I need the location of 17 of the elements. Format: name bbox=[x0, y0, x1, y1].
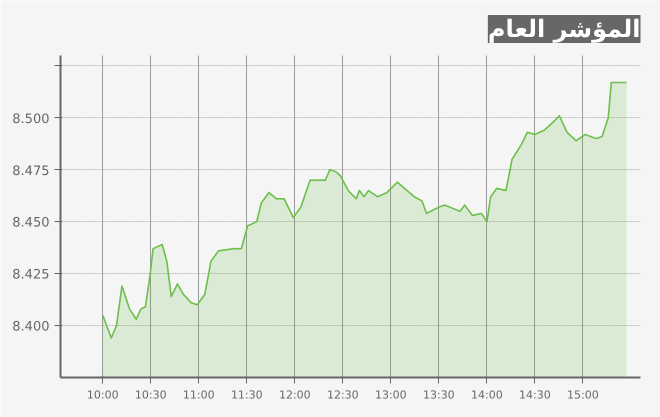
chart-title: المؤشر العام bbox=[488, 15, 641, 43]
x-tick-label: 10:30 bbox=[134, 388, 167, 402]
x-tick-label: 11:00 bbox=[182, 388, 215, 402]
y-tick-label: 8.450 bbox=[12, 216, 50, 231]
x-tick-label: 15:00 bbox=[567, 388, 599, 402]
y-tick-label: 8.500 bbox=[12, 112, 50, 127]
x-tick-label: 13:00 bbox=[374, 388, 407, 402]
y-tick-label: 8.425 bbox=[12, 268, 50, 283]
x-tick-label: 12:00 bbox=[278, 388, 311, 402]
x-tick-label: 14:00 bbox=[471, 388, 503, 402]
y-tick-label: 8.475 bbox=[12, 164, 50, 179]
x-tick-label: 13:30 bbox=[422, 388, 455, 402]
x-tick-label: 10:00 bbox=[86, 388, 119, 402]
x-tick-label: 14:30 bbox=[519, 388, 551, 402]
y-tick-label: 8.400 bbox=[12, 320, 50, 335]
x-tick-label: 11:30 bbox=[230, 388, 263, 402]
x-tick-label: 12:30 bbox=[326, 388, 359, 402]
